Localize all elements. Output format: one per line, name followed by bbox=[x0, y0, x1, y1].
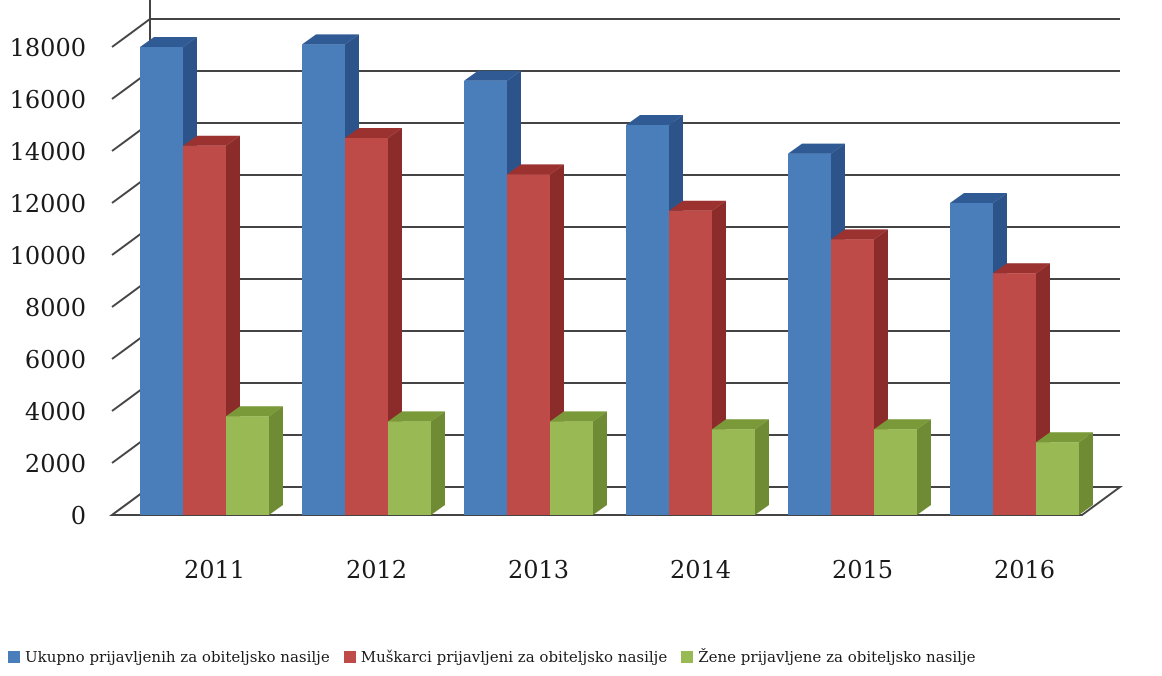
bar-top bbox=[140, 37, 197, 47]
bar-top bbox=[669, 200, 726, 211]
bar-front bbox=[874, 429, 917, 515]
legend-swatch-muskarci bbox=[343, 651, 356, 663]
y-axis-ticks: 0 2000 4000 6000 8000 10000 12000 14000 16000 180… bbox=[10, 34, 86, 530]
bar-side bbox=[269, 406, 283, 515]
x-tick-label: 2011 bbox=[184, 556, 245, 584]
bar-front bbox=[345, 138, 388, 515]
bar bbox=[507, 164, 564, 515]
bar-side bbox=[593, 411, 607, 515]
bar-top bbox=[388, 411, 445, 422]
bar-chart: 0 2000 4000 6000 8000 10000 12000 14000 16000 180… bbox=[10, 0, 1124, 584]
y-tick-label: 0 bbox=[71, 502, 86, 530]
bar-top bbox=[874, 419, 931, 430]
bar-front bbox=[993, 273, 1036, 515]
bars bbox=[140, 34, 1093, 516]
y-tick-label: 2000 bbox=[25, 450, 86, 478]
bar-top bbox=[507, 164, 564, 175]
x-tick-label: 2015 bbox=[832, 556, 893, 584]
bar-top bbox=[183, 135, 240, 146]
x-tick-label: 2016 bbox=[994, 556, 1055, 584]
gridline bbox=[111, 122, 1120, 152]
legend-swatch-zene bbox=[681, 651, 694, 663]
y-tick-label: 4000 bbox=[25, 398, 86, 426]
bar-side bbox=[917, 419, 931, 515]
bar-front bbox=[302, 44, 345, 516]
y-tick-label: 6000 bbox=[25, 346, 86, 374]
y-tick-label: 10000 bbox=[10, 242, 86, 270]
bar-front bbox=[183, 145, 226, 516]
bar-top bbox=[993, 263, 1050, 274]
bar bbox=[226, 406, 283, 515]
bar-front bbox=[226, 416, 269, 515]
legend-item-zene: Žene prijavljene za obiteljsko nasilje bbox=[681, 648, 975, 666]
y-tick-label: 16000 bbox=[10, 86, 86, 114]
bar bbox=[550, 411, 607, 515]
bar-top bbox=[464, 70, 521, 81]
bar-top bbox=[626, 115, 683, 125]
legend: Ukupno prijavljenih za obiteljsko nasilj… bbox=[0, 648, 1162, 666]
bar-front bbox=[831, 239, 874, 515]
bar-side bbox=[431, 411, 445, 515]
bar-side bbox=[1079, 432, 1093, 515]
bar bbox=[874, 419, 931, 515]
legend-label-ukupno: Ukupno prijavljenih za obiteljsko nasilj… bbox=[25, 648, 330, 666]
y-tick-label: 14000 bbox=[10, 138, 86, 166]
bar-front bbox=[712, 429, 755, 515]
gridline bbox=[111, 18, 1120, 48]
bar-top bbox=[712, 419, 769, 430]
bar-top bbox=[345, 128, 402, 138]
bar bbox=[712, 419, 769, 515]
bar-front bbox=[140, 47, 183, 515]
bar bbox=[1036, 432, 1093, 515]
bar bbox=[345, 128, 402, 515]
legend-swatch-ukupno bbox=[8, 651, 20, 663]
y-tick-label: 18000 bbox=[10, 34, 86, 62]
x-tick-label: 2014 bbox=[670, 556, 731, 584]
legend-item-muskarci: Muškarci prijavljeni za obiteljsko nasil… bbox=[343, 648, 668, 666]
x-tick-label: 2013 bbox=[508, 556, 569, 584]
bar bbox=[831, 229, 888, 515]
bar-top bbox=[788, 143, 845, 154]
y-tick-label: 8000 bbox=[25, 294, 86, 322]
x-tick-label: 2012 bbox=[346, 556, 407, 584]
bar-top bbox=[302, 34, 359, 45]
bar-front bbox=[669, 210, 712, 516]
bar-front bbox=[507, 174, 550, 515]
bar-side bbox=[755, 419, 769, 515]
bar-top bbox=[226, 406, 283, 417]
gridline bbox=[111, 70, 1120, 100]
bar-top bbox=[1036, 432, 1093, 443]
bar-top bbox=[950, 193, 1007, 203]
bar-front bbox=[950, 203, 993, 515]
y-tick-label: 12000 bbox=[10, 190, 86, 218]
bar-front bbox=[1036, 442, 1079, 515]
bar-front bbox=[626, 125, 669, 515]
x-axis-ticks: 2011 2012 2013 2014 2015 2016 bbox=[184, 556, 1055, 584]
bar-top bbox=[550, 411, 607, 422]
legend-label-muskarci: Muškarci prijavljeni za obiteljsko nasil… bbox=[360, 648, 668, 666]
bar-top bbox=[831, 229, 888, 240]
legend-item-ukupno: Ukupno prijavljenih za obiteljsko nasilj… bbox=[8, 648, 330, 666]
bar-front bbox=[464, 80, 507, 516]
bar-front bbox=[550, 421, 593, 515]
bar-front bbox=[388, 421, 431, 515]
bar-front bbox=[788, 153, 831, 515]
bar bbox=[388, 411, 445, 515]
legend-label-zene: Žene prijavljene za obiteljsko nasilje bbox=[698, 648, 976, 666]
